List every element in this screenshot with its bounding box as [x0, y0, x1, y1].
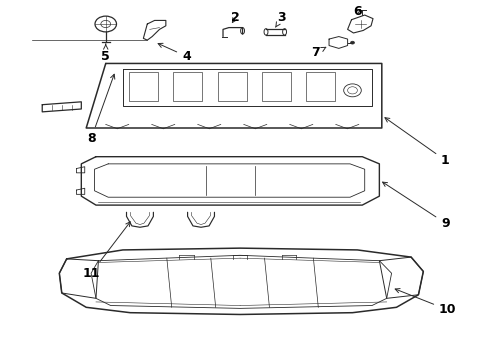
Bar — [172, 72, 202, 101]
Text: 9: 9 — [383, 182, 450, 230]
Text: 2: 2 — [231, 12, 240, 24]
Text: 3: 3 — [275, 12, 286, 27]
Bar — [262, 72, 292, 101]
Circle shape — [350, 41, 354, 44]
Bar — [218, 72, 247, 101]
Text: 1: 1 — [385, 118, 450, 167]
Text: 4: 4 — [158, 43, 191, 63]
Bar — [129, 72, 158, 101]
Text: 8: 8 — [87, 74, 115, 145]
Text: 10: 10 — [395, 289, 457, 316]
Text: 6: 6 — [353, 5, 362, 18]
Text: 5: 5 — [101, 44, 110, 63]
Text: 11: 11 — [82, 222, 130, 280]
Bar — [306, 72, 335, 101]
Text: 7: 7 — [312, 46, 326, 59]
